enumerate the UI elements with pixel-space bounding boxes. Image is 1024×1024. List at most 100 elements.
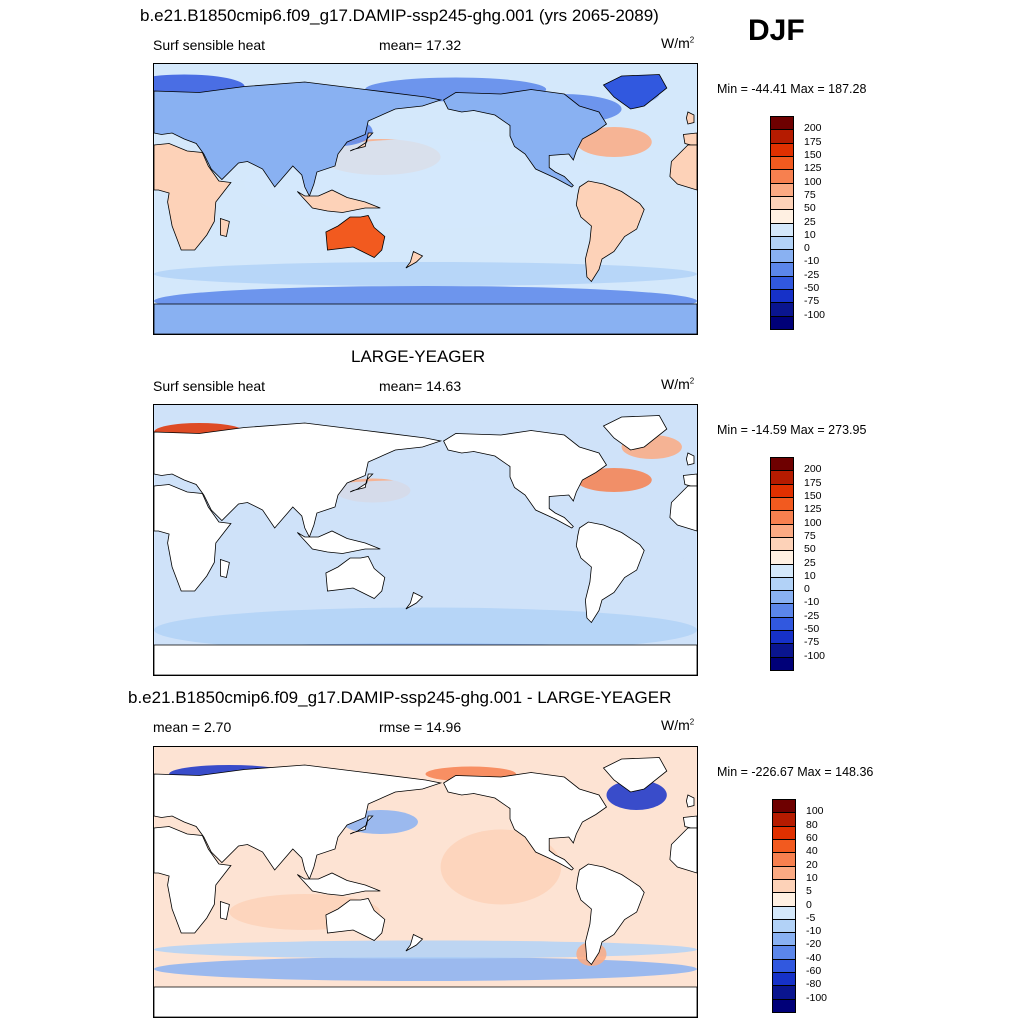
colorbar-tick-label: -100 [804,308,826,321]
colorbar-tick-label: -40 [806,951,822,964]
colorbar-tick-label: 150 [804,148,822,161]
colorbar-cell [772,852,796,867]
colorbar-cell [770,315,794,330]
colorbar-cell [770,590,794,605]
colorbar-cell [772,838,796,854]
coastline-madagascar [220,217,230,237]
coastline-nz [405,591,424,610]
colorbar-tick-label: 20 [806,858,818,871]
colorbar-cell [772,812,796,827]
panel1-minmax: Min = -44.41 Max = 187.28 [717,82,867,96]
colorbar-cell [770,302,794,317]
colorbar-cell [770,470,794,485]
panel2-title: LARGE-YEAGER [351,347,486,366]
colorbar-cell [770,483,794,498]
colorbar-cell [770,563,794,578]
colorbar-cell [770,289,794,304]
colorbar-tick-label: 0 [804,583,810,596]
colorbar-tick-label: 50 [804,202,816,215]
contour-region [154,607,697,653]
colorbar-cell [770,129,794,144]
colorbar-cell [772,945,796,960]
colorbar-cell [770,603,794,618]
panel3-colorbar: 100 80 60 40 20 10 5 0 -5 -10 -20 -40 -60 -80 -100 [772,799,832,1013]
map-svg [154,405,697,675]
coastline-antarctica [154,986,697,1017]
colorbar-cell [770,209,794,224]
colorbar-tick-label: -80 [806,978,822,991]
panel3-units: W/m2 [661,717,695,733]
coastline-nz [405,250,424,269]
colorbar-tick-label: 25 [804,215,816,228]
colorbar-cell [770,536,794,552]
colorbar-cell [770,116,794,131]
coastline-australia [325,556,386,599]
colorbar-tick-label: 175 [804,476,822,489]
colorbar-cell [772,825,796,840]
coastline-europe_w [682,132,697,146]
panel2-mean-label: mean= 14.63 [379,378,462,394]
colorbar-tick-label: 175 [804,135,822,148]
colorbar-cell [770,630,794,645]
colorbar-cell [770,576,794,592]
panel3-rmse-label: rmse = 14.96 [379,719,462,735]
panel3-minmax: Min = -226.67 Max = 148.36 [717,765,874,779]
colorbar-tick-label: 25 [804,556,816,569]
colorbar-tick-label: -100 [806,991,828,1004]
colorbar-cell [770,222,794,237]
colorbar-tick-label: 0 [806,898,812,911]
panel2-variable-label: Surf sensible heat [153,378,266,394]
colorbar-tick-label: 80 [806,818,818,831]
colorbar-cell [770,195,794,211]
colorbar-cell [770,457,794,472]
coastline-greenland [602,415,668,451]
coastline-uk [685,452,695,466]
colorbar-cell [772,905,796,920]
colorbar-cell [770,169,794,184]
colorbar-cell [772,932,796,947]
colorbar-tick-label: 5 [806,885,812,898]
colorbar-tick-label: 10 [804,569,816,582]
colorbar-tick-label: 75 [804,529,816,542]
coastline-samerica [575,180,645,283]
contour-region [154,940,697,959]
coastline-africa_w [669,144,697,191]
coastline-europe_w [682,815,697,829]
colorbar-tick-label: 0 [804,242,810,255]
colorbar-tick-label: 60 [806,831,818,844]
colorbar-cell [772,985,796,1000]
coastline-europe_w [682,473,697,487]
contour-region [154,957,697,981]
panel1-title: b.e21.B1850cmip6.f09_g17.DAMIP-ssp245-gh… [140,6,659,25]
coastline-uk [685,794,695,808]
colorbar-tick-label: 200 [804,122,822,135]
coastline-namerica [443,430,608,529]
colorbar-tick-label: -75 [804,295,820,308]
contour-region [606,780,667,810]
coastline-madagascar [220,558,230,578]
colorbar-tick-label: 150 [804,489,822,502]
colorbar-cell [770,496,794,512]
colorbar-cell [772,799,796,814]
colorbar-cell [770,262,794,277]
coastline-japan [349,473,374,493]
coastline-africa_w [669,485,697,532]
colorbar-tick-label: -10 [804,255,820,268]
colorbar-tick-label: 40 [806,845,818,858]
colorbar-tick-label: 100 [804,175,822,188]
colorbar-cell [770,235,794,251]
colorbar-cell [770,142,794,157]
coastline-nz [405,933,424,952]
contour-region [576,468,652,492]
colorbar-cell [770,510,794,525]
coastline-greenland [602,74,668,110]
panel3-mean-label: mean = 2.70 [153,719,232,735]
coastline-australia [325,215,386,258]
colorbar-tick-label: -100 [804,649,826,662]
panel3-title: b.e21.B1850cmip6.f09_g17.DAMIP-ssp245-gh… [128,688,672,707]
colorbar-cell [772,918,796,934]
colorbar-tick-label: -20 [806,938,822,951]
colorbar-tick-label: 200 [804,463,822,476]
coastline-madagascar [220,900,230,920]
panel1-colorbar: 200 175 150 125 100 75 50 25 10 0 -10 -25 -50 -75 -100 [770,116,830,330]
